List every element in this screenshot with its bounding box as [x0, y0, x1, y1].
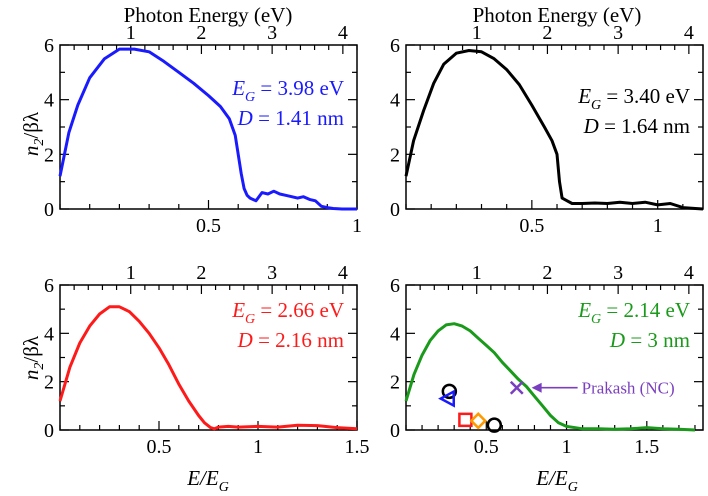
bottom-left-x-title: E/EG	[186, 466, 229, 495]
x-tick-label: 1	[653, 215, 663, 237]
marker-diamond	[469, 412, 488, 430]
annotation-line: EG = 3.98 eV	[231, 76, 344, 105]
y-tick-label: 0	[390, 199, 400, 221]
y-tick-label: 0	[44, 199, 54, 221]
x-tick-label: 0.5	[519, 215, 544, 237]
x2-tick-label: 3	[267, 262, 277, 284]
panel-bottom-left: 0 2 4 6 0.5 1 1.5 1 2 3 4 EG = 2.66 eVD = 2.16 nm	[44, 262, 370, 458]
y-tick-label: 2	[390, 372, 400, 394]
x-tick-label: 1	[253, 436, 263, 458]
y-tick-label: 4	[44, 323, 54, 345]
x2-tick-label: 1	[126, 22, 136, 44]
x2-tick-label: 2	[542, 22, 552, 44]
top-y-title: n2/βλ	[19, 111, 47, 156]
x2-tick-label: 3	[267, 22, 277, 44]
x2-tick-label: 2	[196, 262, 206, 284]
x2-tick-label: 2	[196, 22, 206, 44]
x2-tick-label: 4	[338, 262, 348, 284]
y-title-sub: 2	[32, 363, 47, 370]
y-tick-label: 2	[390, 144, 400, 166]
y-tick-label: 0	[44, 420, 54, 442]
series-line	[58, 47, 357, 211]
panel-bottom-right: 0 2 4 6 0.5 1 1.5 1 2 3 4 EG = 2.14 eVD = 3 nm Praka…	[390, 262, 704, 458]
y-tick-label: 0	[390, 420, 400, 442]
x2-tick-label: 1	[472, 22, 482, 44]
y-tick-label: 6	[44, 275, 54, 297]
x-tick-label: 1	[352, 215, 362, 237]
x2-tick-label: 3	[613, 262, 623, 284]
annotation-line: EG = 2.66 eV	[231, 298, 344, 327]
marker-square	[458, 412, 473, 428]
marker-circle	[486, 417, 503, 433]
y-title-sub: 2	[32, 139, 47, 146]
bottom-right-x-title: E/EG	[535, 466, 578, 495]
x2-tick-label: 4	[684, 262, 694, 284]
x2-tick-label: 1	[126, 262, 136, 284]
y-tick-label: 4	[44, 90, 54, 112]
x-tick-label: 1.5	[345, 436, 370, 458]
marker-triangle	[438, 389, 455, 408]
y-title-n: n	[19, 370, 43, 381]
y-tick-label: 6	[44, 35, 54, 57]
x-tick-label: 1.5	[634, 436, 659, 458]
svg-text:n2/βλ: n2/βλ	[19, 335, 47, 380]
series-line	[404, 322, 696, 432]
svg-text:n2/βλ: n2/βλ	[19, 111, 47, 156]
annotation-line: D = 1.41 nm	[237, 106, 344, 130]
y-tick-label: 4	[390, 323, 400, 345]
y-tick-label: 6	[390, 275, 400, 297]
marker-circle	[441, 383, 458, 400]
y-tick-label: 2	[44, 144, 54, 166]
x2-tick-label: 4	[684, 22, 694, 44]
x-tick-label: 1	[562, 436, 572, 458]
annotation-line: EG = 3.40 eV	[577, 84, 690, 113]
panel-top-right: 0 2 4 6 0.5 1 1 2 3 4 EG = 3.40 eVD = 1.64 nm	[390, 22, 704, 237]
x2-tick-label: 4	[338, 22, 348, 44]
y-title-rest: /βλ	[19, 335, 43, 363]
callout-label: Prakash (NC)	[582, 379, 675, 398]
panel-top-left: 0 2 4 6 0.5 1 1 2 3 4 EG = 3.98 eVD = 1.41 nm	[44, 22, 362, 237]
series-line	[404, 49, 704, 211]
series-line	[58, 305, 358, 431]
annotation-line: D = 2.16 nm	[237, 328, 344, 352]
top-left-x2-title: Photon Energy (eV)	[124, 3, 293, 27]
top-right-x2-title: Photon Energy (eV)	[473, 3, 642, 27]
x2-tick-label: 2	[542, 262, 552, 284]
y-tick-label: 2	[44, 372, 54, 394]
y-title-rest: /βλ	[19, 111, 43, 139]
y-title-n: n	[19, 146, 43, 157]
annotation-line: D = 1.64 nm	[583, 114, 690, 138]
x2-tick-label: 3	[613, 22, 623, 44]
y-tick-label: 6	[390, 35, 400, 57]
x-tick-label: 0.5	[196, 215, 221, 237]
x-tick-label: 0.5	[147, 436, 172, 458]
marker-cross-b	[509, 380, 524, 395]
x2-tick-label: 1	[472, 262, 482, 284]
x-tick-label: 0.5	[474, 436, 499, 458]
annotation-line: EG = 2.14 eV	[577, 298, 690, 327]
annotation-line: D = 3 nm	[609, 328, 690, 352]
bottom-y-title: n2/βλ	[19, 335, 47, 380]
y-tick-label: 4	[390, 90, 400, 112]
callout-arrow-head	[531, 382, 542, 393]
